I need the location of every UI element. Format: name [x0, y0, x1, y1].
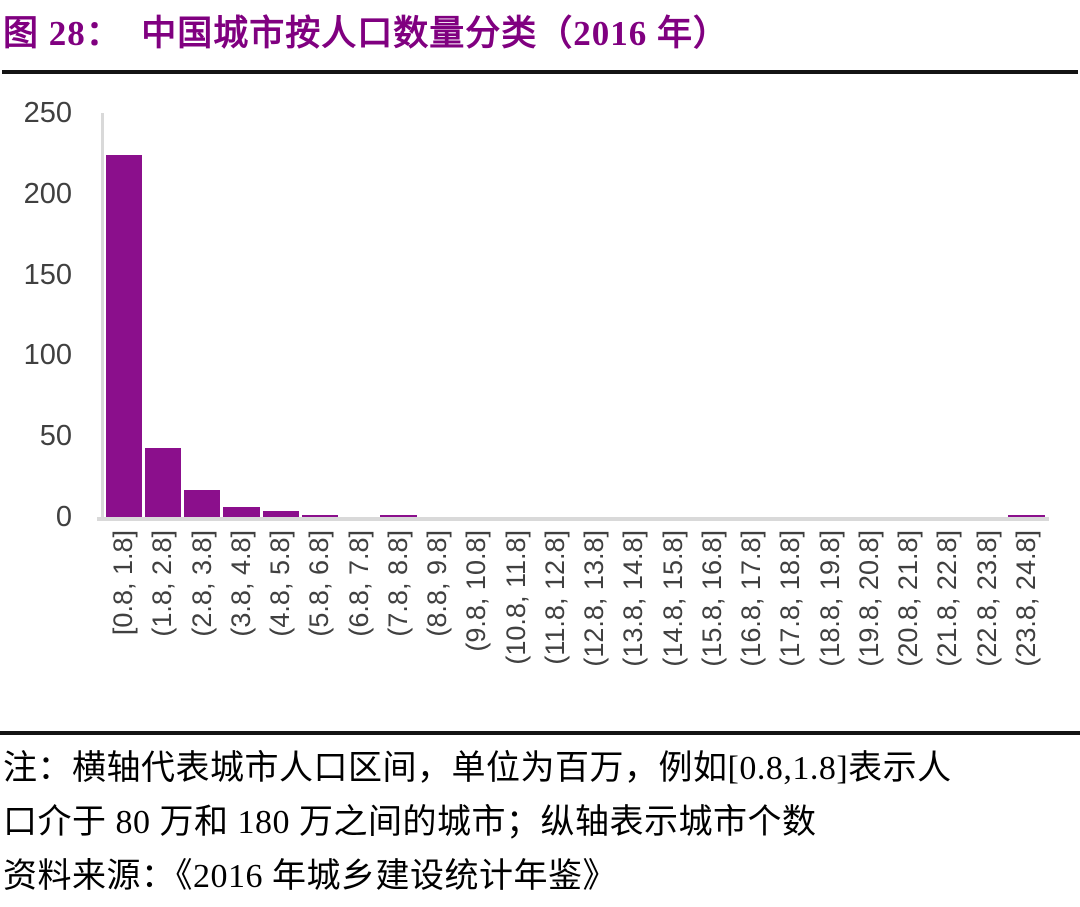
x-tick-label: (21.8, 22.8] [932, 530, 963, 667]
bar-[0.8, 1.8] [105, 155, 142, 517]
x-tick-label: (7.8, 8.8] [382, 530, 413, 637]
note-separator [0, 731, 1080, 735]
x-axis-baseline [97, 517, 1049, 521]
x-tick-label: (1.8, 2.8] [147, 530, 178, 637]
x-tick-label: (17.8, 18.8] [775, 530, 806, 667]
figure-title: 图 28： 中国城市按人口数量分类（2016 年） [3, 14, 730, 53]
bar-(3.8, 4.8] [223, 507, 260, 517]
y-tick-label: 100 [23, 339, 72, 372]
x-tick-label: (12.8, 13.8] [579, 530, 610, 667]
x-tick-label: (9.8, 10.8] [461, 530, 492, 652]
x-tick-label: (19.8, 20.8] [853, 530, 884, 667]
x-axis-labels: [0.8, 1.8] (1.8, 2.8] (2.8, 3.8] (3.8, 4.8]… [104, 530, 1046, 722]
x-tick-label: (4.8, 5.8] [265, 530, 296, 637]
y-axis: 0 50 100 150 200 250 [0, 97, 80, 533]
bar-(7.8, 8.8] [380, 515, 417, 517]
figure-notes: 注：横轴代表城市人口区间，单位为百万，例如[0.8,1.8]表示人 口介于 80… [3, 742, 1077, 904]
x-tick-label: (14.8, 15.8] [657, 530, 688, 667]
x-tick-label: (18.8, 19.8] [814, 530, 845, 667]
y-tick-label: 250 [23, 97, 72, 129]
bar-(23.8, 24.8] [1008, 515, 1045, 517]
x-tick-label: [0.8, 1.8] [108, 530, 139, 636]
bar-(4.8, 5.8] [262, 510, 299, 517]
y-tick-label: 50 [39, 420, 72, 453]
x-tick-label: (13.8, 14.8] [618, 530, 649, 667]
x-tick-label: (8.8, 9.8] [422, 530, 453, 637]
x-tick-label: (16.8, 17.8] [736, 530, 767, 667]
bar-(2.8, 3.8] [184, 489, 221, 517]
x-tick-label: (3.8, 4.8] [225, 530, 256, 637]
title-underline [2, 70, 1078, 74]
x-tick-label: (15.8, 16.8] [696, 530, 727, 667]
x-tick-label: (23.8, 24.8] [1010, 530, 1041, 667]
x-tick-label: (6.8, 7.8] [343, 530, 374, 637]
y-tick-label: 0 [55, 501, 72, 533]
source-line: 资料来源：《2016 年城乡建设统计年鉴》 [3, 858, 617, 895]
x-tick-label: (10.8, 11.8] [500, 530, 531, 665]
x-tick-label: (22.8, 23.8] [971, 530, 1002, 667]
y-tick-label: 150 [23, 258, 72, 291]
y-tick-label: 200 [23, 177, 72, 210]
note-line: 口介于 80 万和 180 万之间的城市；纵轴表示城市个数 [3, 804, 817, 841]
x-tick-label: (20.8, 21.8] [893, 530, 924, 667]
bar-(5.8, 6.8] [301, 515, 338, 517]
x-tick-label: (2.8, 3.8] [186, 530, 217, 637]
x-tick-label: (5.8, 6.8] [304, 530, 335, 637]
plot-area [104, 113, 1046, 517]
bar-(1.8, 2.8] [144, 447, 181, 517]
note-line: 注：横轴代表城市人口区间，单位为百万，例如[0.8,1.8]表示人 [3, 750, 952, 787]
y-axis-line [101, 113, 104, 517]
x-tick-label: (11.8, 12.8] [539, 530, 570, 665]
